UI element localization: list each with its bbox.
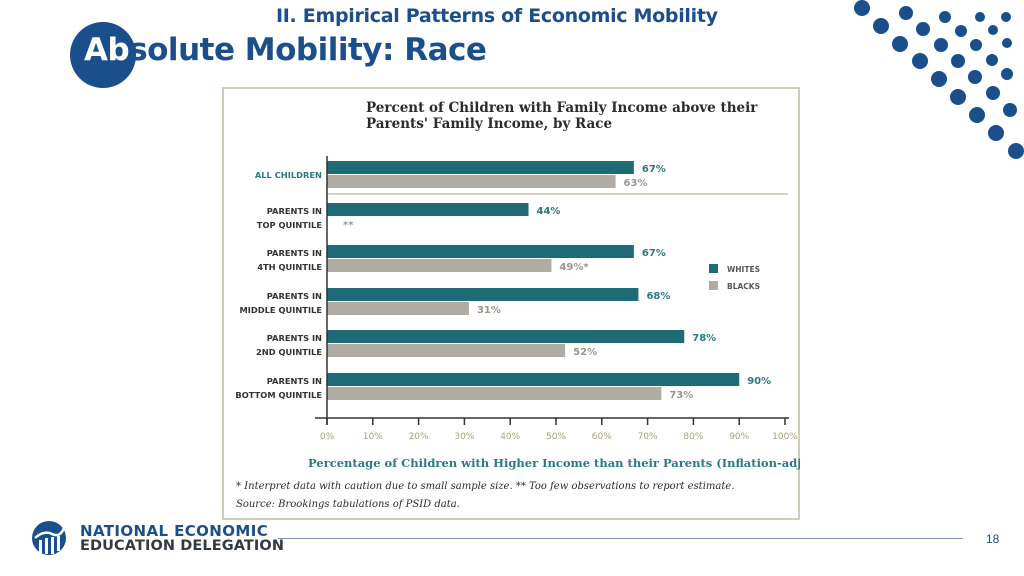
- decorative-dot: [892, 36, 908, 52]
- legend-label: WHITES: [727, 265, 760, 274]
- bar-blacks: [327, 259, 552, 272]
- decorative-dot: [950, 89, 966, 105]
- bar-whites: [327, 161, 634, 174]
- x-tick-label: 70%: [638, 432, 658, 442]
- category-label: 4TH QUINTILE: [257, 262, 322, 272]
- chart-title-line1: Percent of Children with Family Income a…: [366, 100, 758, 116]
- category-label: PARENTS IN: [267, 206, 322, 216]
- decorative-dot: [975, 12, 985, 22]
- bar-value-label: 63%: [624, 178, 648, 189]
- decorative-dot: [986, 54, 998, 66]
- bar-whites: [327, 330, 685, 343]
- x-tick-label: 90%: [729, 432, 749, 442]
- x-tick-label: 40%: [500, 432, 520, 442]
- x-tick-label: 0%: [320, 432, 335, 442]
- decorative-dot: [969, 107, 985, 123]
- x-tick-label: 10%: [363, 432, 383, 442]
- decorative-dot: [951, 54, 965, 68]
- decorative-dot: [873, 18, 889, 34]
- category-label: BOTTOM QUINTILE: [235, 390, 322, 400]
- decorative-dot: [1008, 143, 1024, 159]
- decorative-dot: [988, 125, 1004, 141]
- decorative-dots: [854, 0, 1024, 159]
- org-logo-icon: [32, 521, 66, 555]
- category-label: MIDDLE QUINTILE: [240, 305, 323, 315]
- bar-blacks: [327, 344, 566, 357]
- decorative-dot: [1001, 68, 1013, 80]
- bar-blacks: [327, 387, 662, 400]
- footnote: * Interpret data with caution due to sma…: [236, 481, 734, 492]
- footer-divider: [278, 538, 963, 539]
- x-axis-title: Percentage of Children with Higher Incom…: [308, 456, 800, 470]
- bar-value-label: 68%: [646, 291, 670, 302]
- decorative-dot: [986, 86, 1000, 100]
- bar-value-label: 44%: [537, 206, 561, 217]
- bar-whites: [327, 373, 740, 386]
- category-label: PARENTS IN: [267, 376, 322, 386]
- slide-title: Absolute Mobility: Race: [84, 32, 487, 68]
- bar-whites: [327, 288, 639, 301]
- category-labels-layer: 67% 63% ALL CHILDREN 44% ** PARENTS IN TOP QUI…: [235, 164, 771, 401]
- legend: WHITES BLACKS: [709, 264, 760, 291]
- decorative-dot: [934, 38, 948, 52]
- section-title: II. Empirical Patterns of Economic Mobil…: [276, 5, 718, 27]
- x-tick-label: 20%: [409, 432, 429, 442]
- decorative-dot: [970, 39, 982, 51]
- bar-value-label: 73%: [669, 390, 693, 401]
- org-name-line1: NATIONAL ECONOMIC: [80, 522, 269, 540]
- bar-whites: [327, 245, 634, 258]
- decorative-dot: [939, 11, 951, 23]
- decorative-dot: [854, 0, 870, 16]
- category-label: ALL CHILDREN: [255, 170, 322, 180]
- bar-value-label: 67%: [642, 164, 666, 175]
- legend-swatch-blacks: [709, 281, 718, 290]
- legend-swatch-whites: [709, 264, 718, 273]
- decorative-dot: [968, 70, 982, 84]
- decorative-dot: [931, 71, 947, 87]
- title-circle-decoration: [70, 22, 136, 88]
- x-axis: 0% 10% 20% 30% 40% 50% 60% 70% 80% 90% 100%: [315, 156, 798, 442]
- chart-title-line2: Parents' Family Income, by Race: [366, 116, 612, 132]
- category-label: 2ND QUINTILE: [256, 347, 322, 357]
- source-note: Source: Brookings tabulations of PSID da…: [236, 499, 460, 510]
- page-number: 18: [986, 532, 1000, 546]
- x-tick-label: 50%: [546, 432, 566, 442]
- bar-whites: [327, 203, 529, 216]
- bar-blacks: [327, 175, 616, 188]
- slide-title-first-letters: Ab: [84, 32, 130, 68]
- x-tick-label: 60%: [592, 432, 612, 442]
- bar-value-label: 52%: [573, 347, 597, 358]
- bar-value-label: 90%: [747, 376, 771, 387]
- category-label: TOP QUINTILE: [257, 220, 323, 230]
- decorative-dot: [912, 53, 928, 69]
- org-name-line2: EDUCATION DELEGATION: [80, 538, 285, 554]
- bars-layer: [327, 161, 740, 400]
- chart-frame: [222, 87, 800, 520]
- slide-title-rest: solute Mobility: Race: [129, 32, 487, 68]
- bar-value-label: 67%: [642, 248, 666, 259]
- decorative-dot: [1001, 12, 1011, 22]
- bar-value-label: 78%: [692, 333, 716, 344]
- bar-value-label: **: [343, 220, 354, 231]
- legend-label: BLACKS: [727, 282, 760, 291]
- category-label: PARENTS IN: [267, 291, 322, 301]
- decorative-dot: [988, 25, 998, 35]
- x-tick-label: 80%: [683, 432, 703, 442]
- x-tick-label: 30%: [454, 432, 474, 442]
- decorative-dot: [955, 25, 967, 37]
- category-label: PARENTS IN: [267, 248, 322, 258]
- decorative-dot: [1003, 103, 1017, 117]
- bar-chart: Percent of Children with Family Income a…: [235, 100, 800, 510]
- decorative-dot: [899, 6, 913, 20]
- bar-value-label: 31%: [477, 305, 501, 316]
- decorative-dot: [1002, 38, 1012, 48]
- x-tick-label: 100%: [772, 432, 798, 442]
- decorative-dot: [916, 22, 930, 36]
- category-label: PARENTS IN: [267, 333, 322, 343]
- bar-value-label: 49%*: [559, 262, 589, 273]
- bar-blacks: [327, 302, 469, 315]
